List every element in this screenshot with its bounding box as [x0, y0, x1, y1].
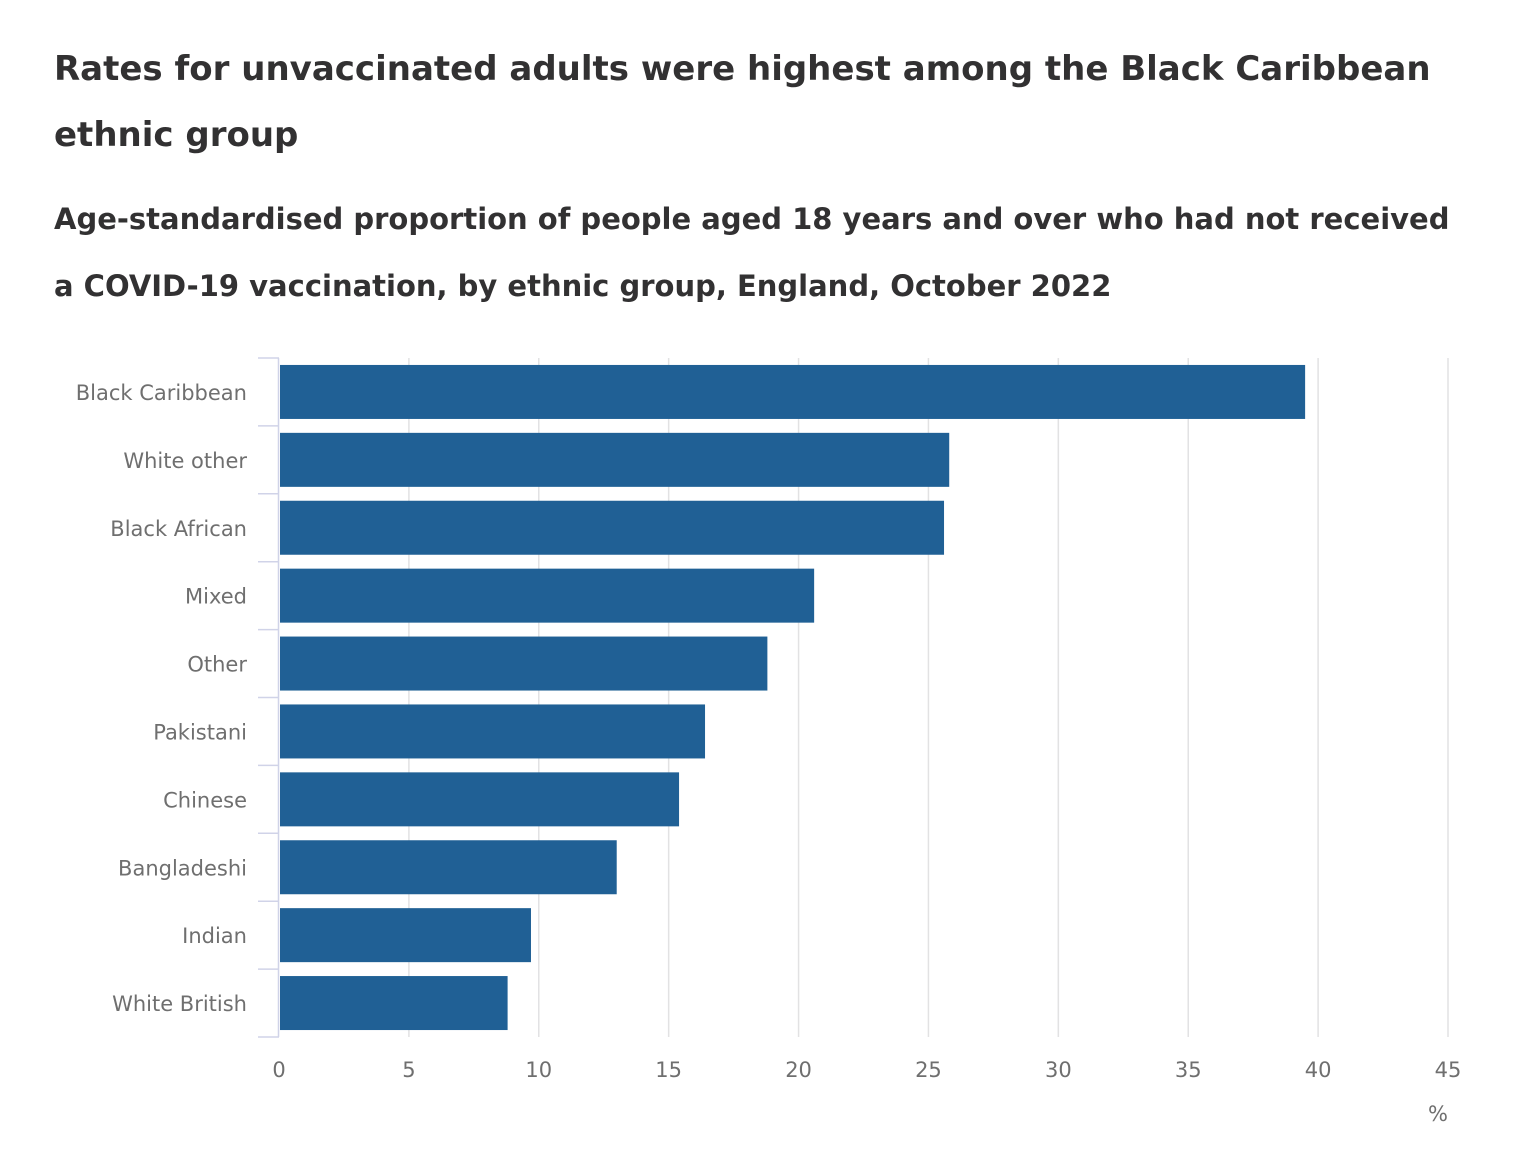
x-axis-tick-labels: 0 5 10 15 20 25 30 35 40 45 — [272, 1058, 1461, 1082]
category-axis — [258, 357, 280, 1038]
bar-indian — [280, 908, 531, 963]
category-label-indian: Indian — [182, 924, 247, 948]
category-label-black-caribbean: Black Caribbean — [76, 381, 247, 405]
category-label-chinese: Chinese — [163, 788, 247, 812]
x-tick-label-0: 0 — [272, 1058, 285, 1082]
category-labels: Black Caribbean White other Black African M… — [76, 381, 248, 1016]
x-tick-label-10: 10 — [525, 1058, 552, 1082]
bar-bangladeshi — [280, 840, 617, 895]
category-label-white-other: White other — [123, 449, 247, 473]
x-tick-label-5: 5 — [402, 1058, 415, 1082]
bar-chinese — [280, 772, 680, 827]
x-tick-label-25: 25 — [915, 1058, 942, 1082]
category-label-white-british: White British — [112, 992, 247, 1016]
bar-pakistani — [280, 704, 706, 759]
bar-white-other — [280, 432, 950, 487]
x-axis-unit-label: % — [1428, 1102, 1448, 1126]
category-label-pakistani: Pakistani — [153, 720, 247, 744]
bar-white-british — [280, 976, 508, 1031]
category-label-mixed: Mixed — [185, 585, 247, 609]
bar-black-caribbean — [280, 364, 1306, 419]
x-tick-label-15: 15 — [655, 1058, 682, 1082]
category-label-other: Other — [187, 653, 247, 677]
x-tick-label-35: 35 — [1175, 1058, 1202, 1082]
bar-other — [280, 636, 768, 691]
x-tick-label-20: 20 — [785, 1058, 812, 1082]
bar-mixed — [280, 568, 815, 623]
bars — [280, 364, 1306, 1031]
chart-subtitle: Age-standardised proportion of people ag… — [54, 202, 1450, 303]
x-tick-label-30: 30 — [1045, 1058, 1072, 1082]
x-tick-label-45: 45 — [1435, 1058, 1462, 1082]
category-label-black-african: Black African — [110, 517, 247, 541]
chart-title: Rates for unvaccinated adults were highe… — [54, 49, 1431, 155]
category-label-bangladeshi: Bangladeshi — [118, 856, 247, 880]
bar-black-african — [280, 500, 945, 555]
x-tick-label-40: 40 — [1305, 1058, 1332, 1082]
